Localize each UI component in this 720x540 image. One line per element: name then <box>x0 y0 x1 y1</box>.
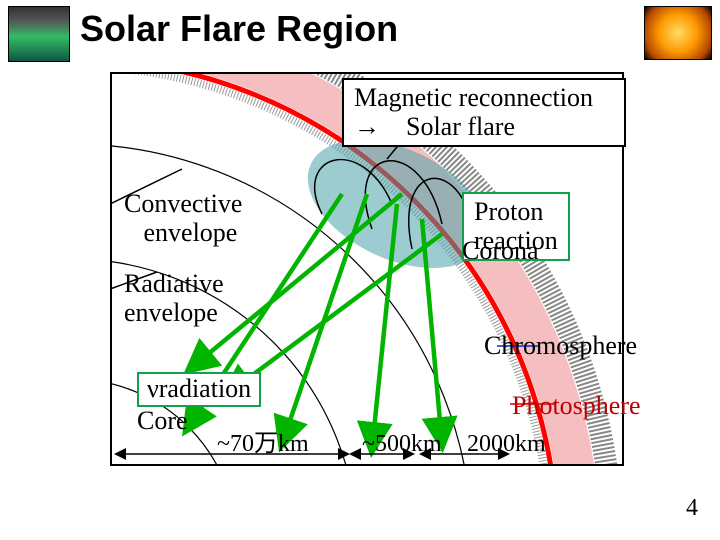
label-scale-70: ~70万km <box>217 423 309 458</box>
solar-diagram: Magnetic reconnection → Solar flare Prot… <box>110 72 624 466</box>
thumbnail-detector <box>8 6 70 62</box>
label-chromosphere: Chromosphere <box>484 332 637 361</box>
label-magnetic-reconnection: Magnetic reconnection → Solar flare <box>342 78 626 147</box>
label-vradiation: νradiation <box>137 372 261 407</box>
label-radiative-envelope: Radiative envelope <box>124 270 224 327</box>
slide: Solar Flare Region 4 Magnetic r <box>0 0 720 540</box>
label-scale-2000: 2000km <box>467 431 546 458</box>
label-scale-500: ~500km <box>362 431 442 458</box>
label-photosphere: Photosphere <box>512 392 641 421</box>
page-number: 4 <box>686 495 698 522</box>
label-convective-envelope: Convective envelope <box>124 190 242 247</box>
thumbnail-sun <box>644 6 712 60</box>
label-corona: Corona <box>462 237 539 266</box>
label-text: Magnetic reconnection <box>354 83 593 112</box>
page-title: Solar Flare Region <box>80 8 398 50</box>
label-text: Proton <box>474 197 543 226</box>
label-text: → Solar flare <box>354 112 515 141</box>
label-core: Core <box>137 406 188 435</box>
